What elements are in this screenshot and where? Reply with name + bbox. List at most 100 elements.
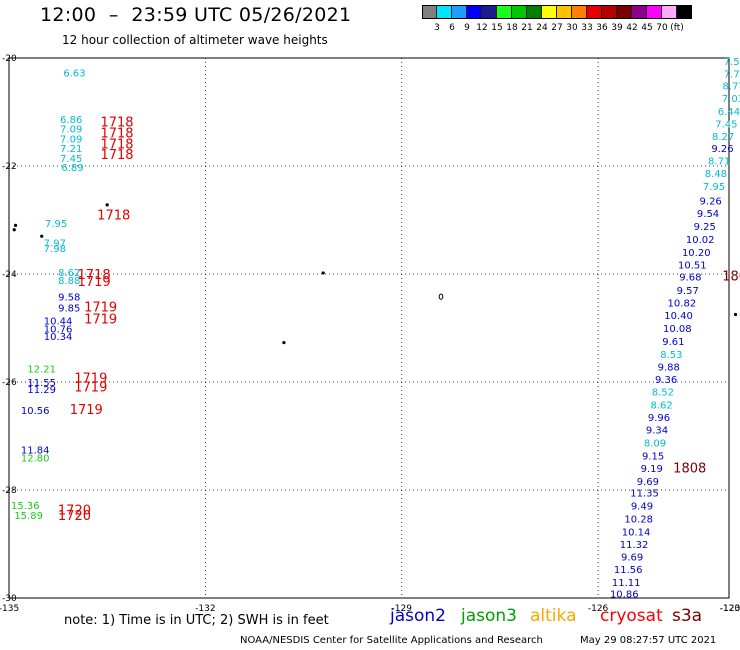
- color-scale-label: 24: [536, 23, 548, 33]
- map-frame: [8, 57, 730, 599]
- color-scale-label: 18: [506, 23, 518, 33]
- wave-height-label: 7.77: [724, 70, 740, 81]
- wave-height-label: 9.34: [646, 426, 668, 437]
- island-marker: [321, 271, 325, 275]
- latitude-label: -28: [2, 486, 17, 496]
- pass-time-label: 1720: [58, 509, 91, 524]
- wave-height-label: 7.95: [703, 182, 725, 193]
- pass-time-label: 1719: [84, 312, 117, 327]
- longitude-label: -120: [720, 604, 740, 614]
- color-scale-label: 39: [611, 23, 623, 33]
- wave-height-label: 7.45: [60, 154, 82, 165]
- wave-height-label: 7.95: [45, 219, 67, 230]
- color-scale-swatch: [512, 5, 527, 19]
- color-scale-swatch: [617, 5, 632, 19]
- color-scale-label: 27: [551, 23, 563, 33]
- wave-height-label: 11.29: [27, 385, 56, 396]
- wave-height-label: 8.09: [644, 438, 666, 449]
- longitude-label: -126: [588, 604, 609, 614]
- color-scale-swatch: [452, 5, 467, 19]
- wave-height-label: 7.21: [60, 144, 82, 155]
- wave-height-label: 6.44: [718, 107, 740, 118]
- color-scale-swatch: [527, 5, 542, 19]
- wave-height-label: 10.02: [686, 235, 715, 246]
- wave-height-label: 11.84: [21, 446, 50, 457]
- color-scale-label: 3: [434, 23, 440, 33]
- wave-height-label: 9.88: [658, 362, 680, 373]
- wave-height-label: 10.28: [624, 515, 653, 526]
- island-marker: [40, 234, 44, 238]
- wave-height-label: 15.36: [11, 501, 40, 512]
- wave-height-label: 8.52: [652, 388, 674, 399]
- wave-height-label: 11.56: [614, 565, 643, 576]
- page-title: 12:00 – 23:59 UTC 05/26/2021: [40, 4, 352, 26]
- pass-time-label: 1719: [70, 403, 103, 418]
- legend-entry: s3a: [672, 606, 703, 626]
- wave-height-label: 8.88: [58, 276, 80, 287]
- wave-height-label: 7.53: [724, 57, 740, 68]
- wave-height-label: 9.26: [711, 144, 733, 155]
- legend-entry: jason2: [390, 606, 446, 626]
- wave-height-label: 9.25: [694, 222, 716, 233]
- island-marker: [105, 203, 109, 207]
- wave-height-label: 10.34: [44, 332, 73, 343]
- wave-height-label: 9.26: [700, 197, 722, 208]
- wave-height-label: 8.53: [660, 350, 682, 361]
- pass-time-label: 1719: [78, 275, 111, 290]
- wave-height-label: 10.08: [663, 324, 692, 335]
- wave-height-label: 6.63: [63, 69, 85, 80]
- generated-timestamp: May 29 08:27:57 UTC 2021: [580, 635, 717, 646]
- wave-height-label: 11.55: [27, 378, 56, 389]
- color-scale-swatch: [602, 5, 617, 19]
- credit-line: NOAA/NESDIS Center for Satellite Applica…: [240, 635, 543, 646]
- wave-height-label: 11.32: [620, 540, 649, 551]
- color-scale-label: 21: [521, 23, 533, 33]
- pass-time-label: 1807: [722, 270, 740, 285]
- wave-height-label: 9.96: [648, 413, 670, 424]
- wave-height-label: 6.86: [60, 115, 82, 126]
- color-scale-swatch: [632, 5, 647, 19]
- wave-height-label: 9.49: [631, 502, 653, 513]
- wave-height-label: 8.27: [712, 132, 734, 143]
- latitude-label: -22: [2, 162, 17, 172]
- wave-height-label: 12.21: [27, 365, 56, 376]
- pass-time-label: 1718: [78, 268, 111, 283]
- color-scale-label: 9: [464, 23, 470, 33]
- wave-height-label: 8.48: [705, 169, 727, 180]
- wave-height-label: 9.58: [58, 293, 80, 304]
- color-scale-swatch: [542, 5, 557, 19]
- latitude-label: -26: [2, 378, 17, 388]
- wave-height-label: 10.44: [44, 316, 73, 327]
- island-marker: [13, 223, 18, 227]
- wave-height-label: 9.54: [697, 209, 719, 220]
- color-scale-swatch: [557, 5, 572, 19]
- wave-height-label: 9.19: [641, 464, 663, 475]
- wave-height-label: 10.82: [668, 299, 697, 310]
- wave-height-label: 6.89: [61, 163, 83, 174]
- wave-height-label: 9.57: [677, 286, 699, 297]
- wave-height-label: 8.77: [722, 82, 740, 93]
- latitude-label: -30: [2, 594, 17, 604]
- color-scale-swatch: [662, 5, 677, 19]
- pass-time-label: 1718: [100, 127, 133, 142]
- color-scale-label: 12: [476, 23, 488, 33]
- color-scale-swatch: [497, 5, 512, 19]
- wave-height-label: 7.09: [60, 134, 82, 145]
- pass-time-label: 1718: [100, 116, 133, 131]
- pass-time-label: 1718: [100, 148, 133, 163]
- pass-time-label: 1719: [84, 300, 117, 315]
- color-scale-label: 33: [581, 23, 593, 33]
- wave-height-label: 12.80: [21, 454, 50, 465]
- wave-height-label: 7.03: [722, 94, 740, 105]
- wave-height-label: 7.98: [44, 244, 66, 255]
- wave-height-label: 9.15: [642, 451, 664, 462]
- color-scale-label: 15: [491, 23, 503, 33]
- color-scale-swatch: [437, 5, 452, 19]
- longitude-label: -132: [195, 604, 215, 614]
- page-subtitle: 12 hour collection of altimeter wave hei…: [62, 33, 328, 47]
- wave-height-label: 10.20: [682, 248, 711, 259]
- legend-entry: jason3: [461, 606, 517, 626]
- pass-time-label: 1718: [100, 137, 133, 152]
- wave-height-label: 9.68: [679, 273, 701, 284]
- wave-height-label: 10.51: [678, 260, 707, 271]
